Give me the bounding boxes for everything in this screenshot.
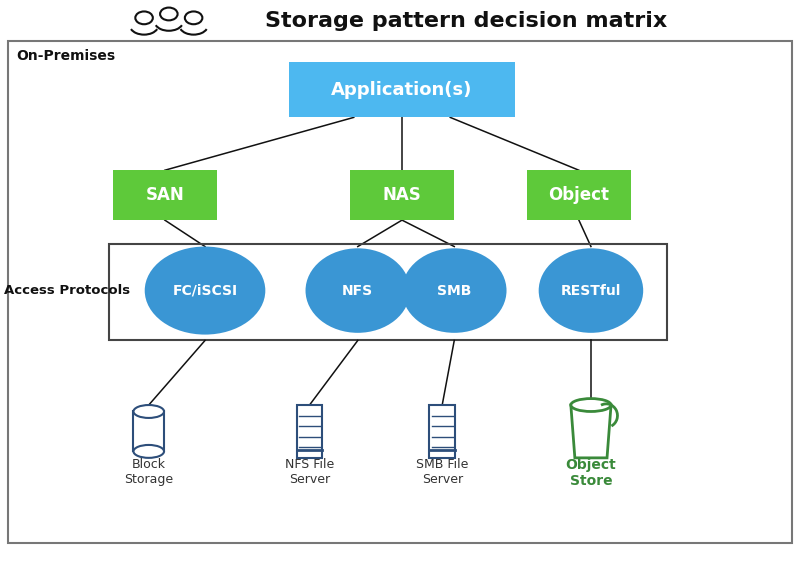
- Ellipse shape: [133, 445, 164, 458]
- Text: NFS File
Server: NFS File Server: [284, 458, 334, 486]
- FancyBboxPatch shape: [429, 405, 454, 458]
- Ellipse shape: [133, 405, 164, 418]
- Ellipse shape: [305, 248, 410, 333]
- Text: SMB File
Server: SMB File Server: [415, 458, 468, 486]
- Ellipse shape: [145, 247, 265, 335]
- Text: NFS: NFS: [342, 284, 373, 298]
- FancyBboxPatch shape: [296, 405, 322, 458]
- Text: Application(s): Application(s): [331, 80, 472, 99]
- Ellipse shape: [538, 248, 642, 333]
- Text: On-Premises: On-Premises: [16, 49, 115, 63]
- Text: NAS: NAS: [382, 186, 421, 204]
- Text: Object
Store: Object Store: [565, 458, 616, 488]
- Ellipse shape: [402, 248, 506, 333]
- Text: FC/iSCSI: FC/iSCSI: [172, 284, 238, 298]
- FancyBboxPatch shape: [112, 170, 217, 220]
- Text: Storage pattern decision matrix: Storage pattern decision matrix: [265, 11, 666, 31]
- Ellipse shape: [570, 399, 610, 411]
- Text: RESTful: RESTful: [560, 284, 621, 298]
- Text: SMB: SMB: [437, 284, 471, 298]
- FancyBboxPatch shape: [526, 170, 630, 220]
- Text: Access Protocols: Access Protocols: [4, 284, 130, 297]
- Text: SAN: SAN: [145, 186, 184, 204]
- FancyBboxPatch shape: [349, 170, 454, 220]
- Text: Block
Storage: Block Storage: [124, 458, 173, 486]
- Text: Object: Object: [548, 186, 609, 204]
- FancyBboxPatch shape: [289, 62, 514, 117]
- Polygon shape: [570, 405, 610, 458]
